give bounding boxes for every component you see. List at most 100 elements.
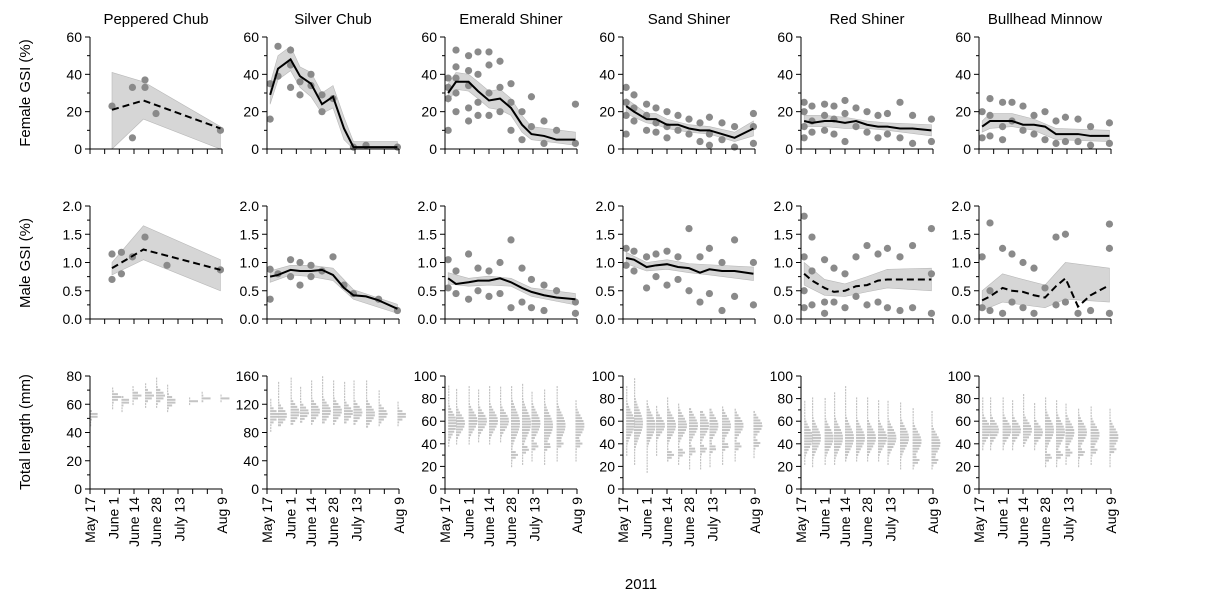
data-point bbox=[986, 132, 994, 140]
histogram-bar bbox=[522, 437, 527, 440]
histogram-bar bbox=[366, 405, 372, 408]
histogram-bar bbox=[522, 426, 531, 429]
length-histogram bbox=[887, 400, 897, 465]
y-tick-label: 0 bbox=[429, 141, 437, 157]
histogram-bar bbox=[845, 397, 847, 400]
histogram-bar bbox=[145, 397, 152, 400]
histogram-bar bbox=[834, 403, 836, 406]
histogram-bar bbox=[804, 437, 814, 440]
data-point bbox=[852, 292, 860, 300]
histogram-bar bbox=[322, 390, 324, 393]
histogram-bar bbox=[1012, 439, 1016, 442]
histogram-bar bbox=[270, 401, 272, 404]
data-point bbox=[152, 109, 160, 118]
histogram-bar bbox=[522, 431, 529, 434]
histogram-bar bbox=[887, 414, 889, 417]
histogram-bar bbox=[646, 448, 648, 451]
data-point bbox=[986, 287, 994, 295]
histogram-bar bbox=[278, 415, 287, 418]
data-point bbox=[908, 241, 917, 250]
data-point bbox=[622, 111, 630, 119]
histogram-bar bbox=[456, 425, 465, 428]
data-point bbox=[474, 98, 482, 106]
histogram-bar bbox=[522, 386, 524, 389]
histogram-bar bbox=[544, 426, 553, 429]
histogram-bar bbox=[468, 414, 476, 417]
histogram-bar bbox=[156, 403, 158, 406]
histogram-bar bbox=[468, 408, 473, 411]
y-tick-label: 0.5 bbox=[952, 283, 972, 299]
data-point bbox=[800, 98, 808, 106]
histogram-bar bbox=[511, 397, 513, 400]
histogram-bar bbox=[887, 423, 891, 426]
histogram-bar bbox=[634, 412, 641, 415]
histogram-bar bbox=[990, 408, 992, 411]
histogram-bar bbox=[1056, 445, 1060, 448]
histogram-bar bbox=[468, 417, 478, 420]
histogram-bar bbox=[931, 439, 940, 442]
histogram-bar bbox=[700, 413, 705, 416]
histogram-bar bbox=[333, 417, 339, 420]
histogram-bar bbox=[522, 397, 524, 400]
panel-male-5: 0.00.51.01.52.0 bbox=[774, 198, 936, 327]
length-histogram bbox=[867, 397, 876, 462]
histogram-bar bbox=[656, 445, 658, 448]
data-point bbox=[527, 123, 536, 131]
histogram-bar bbox=[556, 456, 558, 459]
histogram-bar bbox=[201, 394, 204, 397]
histogram-bar bbox=[1109, 428, 1116, 431]
histogram-bar bbox=[700, 447, 707, 450]
data-point bbox=[496, 83, 504, 91]
histogram-bar bbox=[121, 398, 130, 401]
histogram-bar bbox=[878, 436, 887, 439]
histogram-bar bbox=[1002, 408, 1004, 411]
histogram-bar bbox=[912, 416, 914, 419]
histogram-bar bbox=[845, 420, 849, 422]
histogram-bar bbox=[634, 378, 636, 381]
histogram-bar bbox=[500, 429, 506, 432]
histogram-bar bbox=[834, 443, 842, 446]
histogram-bar bbox=[531, 431, 538, 434]
histogram-bar bbox=[634, 434, 640, 437]
histogram-bar bbox=[201, 400, 204, 403]
histogram-bar bbox=[366, 403, 370, 406]
histogram-bar bbox=[300, 409, 309, 412]
histogram-bar bbox=[634, 454, 636, 457]
histogram-bar bbox=[1078, 445, 1081, 448]
x-tick-label: June 1 bbox=[106, 497, 122, 539]
histogram-bar bbox=[734, 411, 737, 414]
histogram-bar bbox=[678, 448, 683, 451]
x-tick-label: July 13 bbox=[883, 497, 899, 542]
histogram-bar bbox=[511, 453, 518, 456]
y-tick-label: 40 bbox=[777, 66, 793, 82]
histogram-bar bbox=[112, 407, 114, 410]
histogram-bar bbox=[300, 420, 303, 423]
data-point bbox=[540, 139, 548, 147]
histogram-bar bbox=[270, 427, 272, 430]
histogram-bar bbox=[531, 411, 537, 414]
data-point bbox=[800, 212, 808, 220]
data-point bbox=[1008, 98, 1016, 106]
histogram-bar bbox=[333, 386, 335, 389]
histogram-bar bbox=[448, 410, 453, 413]
histogram-bar bbox=[1002, 448, 1004, 451]
histogram-bar bbox=[1109, 408, 1111, 411]
histogram-bar bbox=[824, 434, 834, 437]
histogram-bar bbox=[290, 397, 292, 400]
histogram-bar bbox=[667, 411, 671, 414]
data-point bbox=[296, 281, 304, 289]
histogram-bar bbox=[834, 440, 843, 443]
histogram-bar bbox=[867, 417, 869, 420]
histogram-bar bbox=[845, 434, 854, 437]
histogram-bar bbox=[626, 431, 633, 434]
histogram-bar bbox=[456, 391, 458, 394]
histogram-bar bbox=[845, 403, 847, 406]
histogram-bar bbox=[887, 462, 889, 465]
data-point bbox=[696, 119, 704, 127]
histogram-bar bbox=[366, 397, 368, 400]
y-tick-label: 0.5 bbox=[596, 283, 616, 299]
histogram-bar bbox=[887, 457, 889, 460]
